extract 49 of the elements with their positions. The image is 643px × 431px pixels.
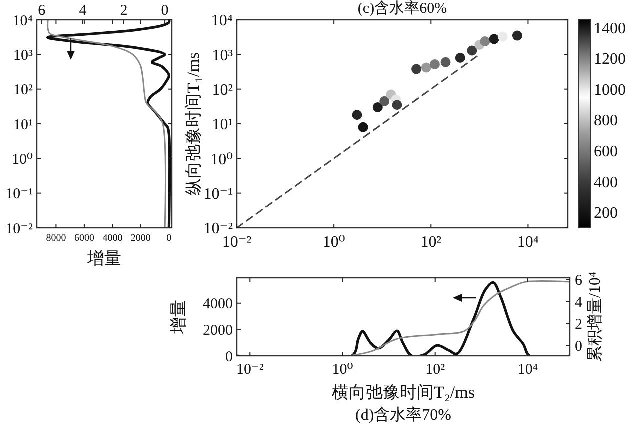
y-tick-label: 10³ [14, 48, 34, 64]
y-axis-title: 增量 [169, 300, 188, 335]
chart-title: (c)含水率60% [358, 0, 448, 17]
x-tick-label: 2000 [130, 233, 151, 244]
text: (d)含水率70% [356, 406, 452, 424]
y-tick-label: 0 [226, 349, 233, 366]
y-axis-title: 纵向弛豫时间T₁/ms [184, 52, 203, 196]
x2-tick-label: 4 [79, 3, 88, 19]
x-tick-label: 10² [426, 362, 446, 378]
x2-tick-label: 0 [161, 3, 169, 19]
y-tick-label: 4000 [203, 296, 233, 313]
y2-tick-label: 6 [575, 273, 583, 290]
color-bar-label: 1200 [594, 51, 626, 68]
y2-axis-title: 累积增量/10⁴ [587, 272, 604, 362]
color-bar-label: 800 [594, 112, 618, 130]
y-tick-label: 10⁴ [12, 13, 33, 30]
x-axis-title: 增量 [86, 249, 122, 268]
y2-tick-label: 2 [575, 316, 582, 333]
y-tick-label: 10⁻¹ [6, 186, 33, 203]
x-tick-label: 6000 [74, 233, 94, 244]
y-tick-label: 10¹ [14, 117, 33, 134]
y-tick-label: 10⁰ [210, 151, 233, 168]
color-bar-label: 600 [594, 144, 618, 161]
color-bar-label: 200 [594, 205, 618, 222]
color-bar-label: 1400 [594, 20, 626, 38]
y-tick-label: 10² [14, 82, 34, 99]
x-tick-label: 10⁻² [236, 362, 264, 378]
x-tick-label: 10⁰ [332, 362, 354, 378]
x-tick-label: 10² [420, 234, 442, 251]
y-tick-label: 10² [212, 82, 234, 99]
x2-tick-label: 2 [120, 3, 128, 19]
y2-tick-label: 4 [575, 295, 583, 312]
color-bar-label: 400 [594, 174, 618, 192]
x-axis-title: 横向弛豫时间T₂/ms [332, 383, 475, 402]
y-tick-label: 10⁴ [211, 12, 234, 30]
x-tick-label: 4000 [102, 233, 123, 244]
y-tick-label: 10⁰ [12, 152, 33, 168]
x-tick-label: 10⁴ [518, 362, 538, 378]
y-tick-label: 2000 [203, 322, 233, 339]
x-tick-label: 10⁰ [322, 234, 346, 251]
y-tick-label: 10⁻¹ [204, 186, 234, 203]
y-tick-label: 10³ [212, 47, 234, 64]
color-bar-label: 1000 [594, 82, 626, 99]
y2-tick-label: 0 [575, 338, 582, 355]
x-tick-label: 0 [166, 233, 172, 244]
x-tick-label: 10⁴ [517, 234, 540, 251]
x2-tick-label: 6 [38, 3, 46, 19]
y-tick-label: 10¹ [212, 116, 234, 134]
x-tick-label: 8000 [46, 233, 66, 244]
